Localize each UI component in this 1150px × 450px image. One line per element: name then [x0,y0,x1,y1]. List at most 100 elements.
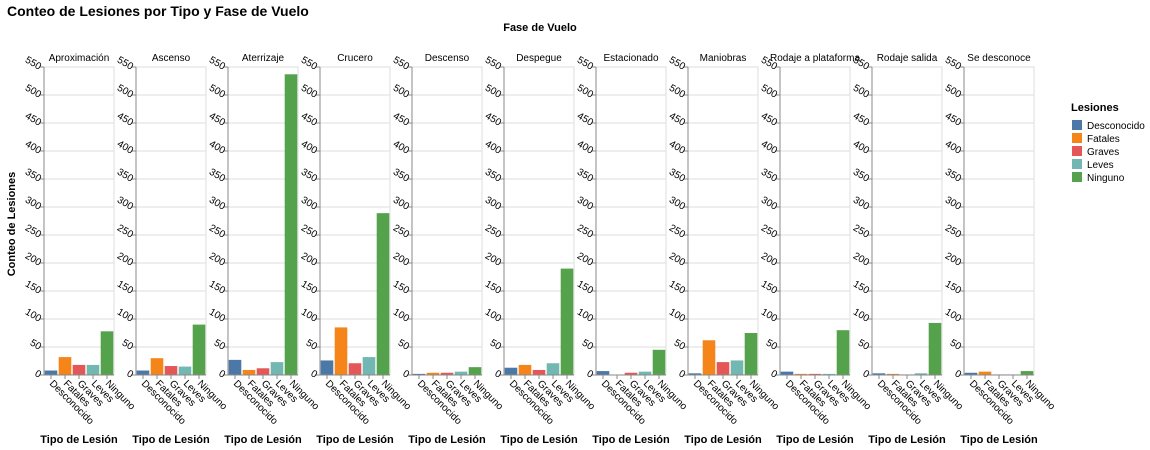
y-tick-label: 0 [125,368,136,381]
legend-label: Graves [1087,147,1119,158]
y-tick-label: 300 [667,195,687,213]
legend-label: Fatales [1087,134,1120,145]
y-tick-label: 300 [391,195,411,213]
y-tick-label: 400 [115,139,135,157]
y-tick-label: 400 [207,139,227,157]
y-tick-label: 550 [575,55,595,73]
bar [178,366,192,375]
y-tick-label: 50 [120,338,136,353]
y-tick-label: 200 [299,251,319,269]
panel-frame [43,66,115,376]
y-tick-label: 0 [401,368,412,381]
bar [320,360,334,375]
y-tick-label: 150 [759,279,779,297]
y-tick-label: 450 [943,111,963,129]
x-axis-title: Tipo de Lesión [500,434,578,446]
x-axis-title: Tipo de Lesión [868,434,946,446]
bar [914,373,928,375]
y-tick-label: 350 [207,167,227,185]
facet-label: Rodaje a plataforma [770,53,860,64]
legend-label: Leves [1087,160,1114,171]
y-tick-label: 350 [759,167,779,185]
legend-title: Lesiones [1071,102,1119,114]
y-tick-label: 450 [391,111,411,129]
facet-panel: Rodaje salida 0 50 100 150 200 250 300 350 400 450… [851,53,965,446]
facet-label: Descenso [425,53,470,64]
y-tick-label: 300 [483,195,503,213]
bar [808,373,822,375]
y-tick-label: 300 [943,195,963,213]
y-tick-label: 300 [299,195,319,213]
y-tick-label: 200 [667,251,687,269]
y-tick-label: 50 [580,338,596,353]
y-tick-label: 300 [23,195,43,213]
y-tick-label: 50 [396,338,412,353]
y-tick-label: 400 [391,139,411,157]
bar [412,373,426,375]
y-tick-label: 500 [575,83,595,101]
bar [348,363,362,375]
y-tick-label: 450 [851,111,871,129]
panel-frame [687,66,759,376]
panel-frame [595,66,667,376]
y-tick-label: 350 [115,167,135,185]
bar [596,371,610,375]
x-axis-title: Tipo de Lesión [684,434,762,446]
legend-swatch [1072,120,1082,130]
panel-frame [411,66,483,376]
x-axis-title: Tipo de Lesión [224,434,302,446]
y-tick-label: 50 [948,338,964,353]
y-tick-label: 550 [391,55,411,73]
y-tick-label: 500 [299,83,319,101]
y-tick-label: 150 [667,279,687,297]
bar [136,370,150,375]
x-axis-title: Tipo de Lesión [316,434,394,446]
legend-label: Desconocido [1087,121,1145,132]
y-tick-label: 350 [575,167,595,185]
bar [518,364,532,375]
facet-label: Aproximación [49,53,110,64]
y-tick-label: 250 [115,223,135,241]
y-tick-label: 250 [851,223,871,241]
bar [1020,371,1034,375]
bar [100,331,114,375]
x-axis-title: Tipo de Lesión [408,434,486,446]
bar [468,367,482,375]
y-tick-label: 0 [217,368,228,381]
y-tick-label: 350 [483,167,503,185]
y-tick-label: 50 [304,338,320,353]
y-tick-label: 400 [851,139,871,157]
y-axis-title: Conteo de Lesiones [6,172,18,277]
y-tick-label: 200 [759,251,779,269]
y-tick-label: 0 [33,368,44,381]
y-tick-label: 550 [483,55,503,73]
legend: Lesiones Desconocido Fatales Graves Leves Ni… [1071,102,1145,184]
y-tick-label: 300 [207,195,227,213]
y-tick-label: 50 [764,338,780,353]
y-tick-label: 450 [483,111,503,129]
y-tick-label: 200 [207,251,227,269]
y-tick-label: 100 [207,307,227,325]
y-tick-label: 250 [299,223,319,241]
y-tick-label: 150 [575,279,595,297]
y-tick-label: 100 [23,307,43,325]
bar [744,333,758,375]
bar [270,362,284,375]
y-tick-label: 0 [585,368,596,381]
panel-frame [779,66,851,376]
y-tick-label: 450 [759,111,779,129]
y-tick-label: 50 [856,338,872,353]
bar [730,360,744,375]
x-axis-title: Tipo de Lesión [592,434,670,446]
y-tick-label: 300 [115,195,135,213]
y-tick-label: 0 [953,368,964,381]
legend-swatch [1072,133,1082,143]
y-tick-label: 250 [391,223,411,241]
y-tick-label: 250 [207,223,227,241]
y-tick-label: 100 [115,307,135,325]
legend-swatch [1072,172,1082,182]
facet-label: Rodaje salida [877,53,938,64]
y-tick-label: 200 [23,251,43,269]
y-tick-label: 400 [299,139,319,157]
chart-title: Conteo de Lesiones por Tipo y Fase de Vu… [7,3,309,19]
